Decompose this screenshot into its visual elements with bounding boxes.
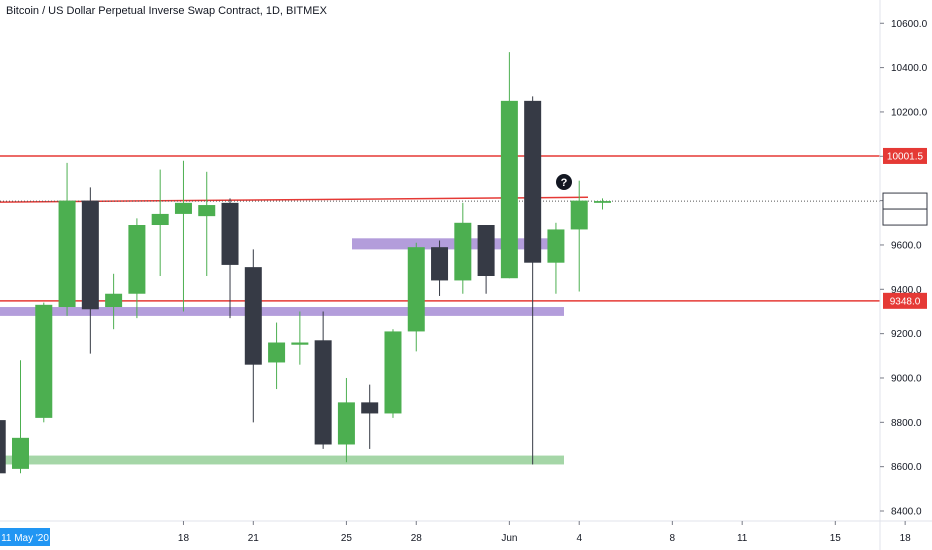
badge-level-upper: 10001.5 xyxy=(887,151,924,162)
candle-body xyxy=(128,225,146,294)
candle-body xyxy=(407,247,425,332)
candle-body xyxy=(314,340,332,445)
candle-body xyxy=(221,202,239,265)
price-tick-label: 10200.0 xyxy=(891,107,928,118)
candle-1[interactable] xyxy=(12,360,29,474)
candle-body xyxy=(12,437,29,469)
candle-7[interactable] xyxy=(151,169,169,276)
candle-19[interactable] xyxy=(431,240,449,296)
candle-3[interactable] xyxy=(58,162,76,316)
zone-purple-1 xyxy=(0,307,564,316)
time-tick-label: 21 xyxy=(248,533,260,544)
time-tick-label: 28 xyxy=(411,533,423,544)
time-tick-label: 18 xyxy=(900,533,912,544)
candle-body xyxy=(268,342,286,363)
candle-body xyxy=(384,331,402,414)
candle-26[interactable] xyxy=(594,198,611,210)
price-tick-label: 8400.0 xyxy=(891,507,922,518)
candle-body xyxy=(81,200,99,310)
candle-body xyxy=(594,201,611,203)
badge-level-lower: 9348.0 xyxy=(890,296,921,307)
candle-6[interactable] xyxy=(128,218,146,319)
candle-body xyxy=(477,225,495,276)
time-tick-label: 25 xyxy=(341,533,353,544)
price-tick-label: 9400.0 xyxy=(891,285,922,296)
candles xyxy=(0,52,611,482)
candle-body xyxy=(244,267,262,365)
candle-body xyxy=(454,222,472,281)
candle-4[interactable] xyxy=(81,187,99,354)
candle-24[interactable] xyxy=(547,222,565,294)
annotation[interactable]: ? xyxy=(556,174,572,190)
time-tick-label: 15 xyxy=(830,533,842,544)
candle-body xyxy=(361,402,379,414)
date-badge-bg xyxy=(0,528,50,546)
question-mark-glyph: ? xyxy=(561,177,568,189)
candle-body xyxy=(105,293,123,308)
candle-9[interactable] xyxy=(198,171,216,276)
time-tick-label: 8 xyxy=(670,533,676,544)
date-badge: 11 May '20 xyxy=(1,533,49,544)
price-tick-label: 8600.0 xyxy=(891,462,922,473)
candle-body xyxy=(291,342,309,345)
chart-title: Bitcoin / US Dollar Perpetual Inverse Sw… xyxy=(6,5,327,17)
time-tick-label: 11 xyxy=(737,533,748,544)
candle-body xyxy=(174,202,192,214)
candle-body xyxy=(547,229,565,263)
candle-16[interactable] xyxy=(361,384,379,449)
price-tick-label: 10400.0 xyxy=(891,63,928,74)
candle-body xyxy=(337,402,355,445)
candle-21[interactable] xyxy=(477,225,495,294)
candle-15[interactable] xyxy=(337,377,355,463)
candle-10[interactable] xyxy=(221,198,239,319)
badge-countdown: 23:17:43 xyxy=(886,213,925,224)
candle-body xyxy=(35,304,53,418)
candle-18[interactable] xyxy=(407,242,425,352)
price-badges: 10001.5 9798.0 23:17:43 9348.0 11 May '20 xyxy=(0,147,928,546)
candle-8[interactable] xyxy=(174,160,192,312)
candle-11[interactable] xyxy=(244,249,262,423)
candle-5[interactable] xyxy=(105,273,123,330)
question-circle-icon[interactable] xyxy=(556,174,572,190)
badge-countdown-bg xyxy=(882,208,928,226)
candle-0[interactable] xyxy=(0,407,6,482)
candle-22[interactable] xyxy=(500,52,518,279)
candle-body xyxy=(524,100,542,263)
candle-13[interactable] xyxy=(291,311,309,365)
candle-14[interactable] xyxy=(314,311,332,449)
badge-level-upper-bg xyxy=(883,147,927,164)
candle-body xyxy=(58,200,76,308)
time-tick-label: 4 xyxy=(576,533,582,544)
candle-body xyxy=(0,420,6,474)
candle-body xyxy=(198,205,216,217)
candle-2[interactable] xyxy=(35,302,53,423)
badge-level-lower-bg xyxy=(883,292,927,309)
candle-17[interactable] xyxy=(384,329,402,418)
candle-body xyxy=(431,247,449,281)
price-tick-label: 9600.0 xyxy=(891,240,922,251)
time-tick-label: Jun xyxy=(501,533,517,544)
zone-green-2 xyxy=(0,455,564,465)
candle-body xyxy=(151,213,169,226)
candle-12[interactable] xyxy=(268,322,286,390)
time-axis[interactable]: 18 21 25 28 Jun 4 8 11 15 18 xyxy=(0,520,932,544)
price-tick-label: 9200.0 xyxy=(891,329,922,340)
candle-body xyxy=(570,200,588,230)
candle-20[interactable] xyxy=(454,202,472,294)
candle-body xyxy=(500,100,518,279)
badge-current-price: 9798.0 xyxy=(890,197,921,208)
time-tick-label: 18 xyxy=(178,533,190,544)
price-axis[interactable]: 10600.010400.010200.010000.09800.09600.0… xyxy=(879,0,928,550)
price-tick-label: 8800.0 xyxy=(891,418,922,429)
candle-23[interactable] xyxy=(524,96,542,465)
candle-25[interactable] xyxy=(570,180,588,292)
price-tick-label: 10600.0 xyxy=(891,19,928,30)
price-tick-label: 9000.0 xyxy=(891,373,922,384)
